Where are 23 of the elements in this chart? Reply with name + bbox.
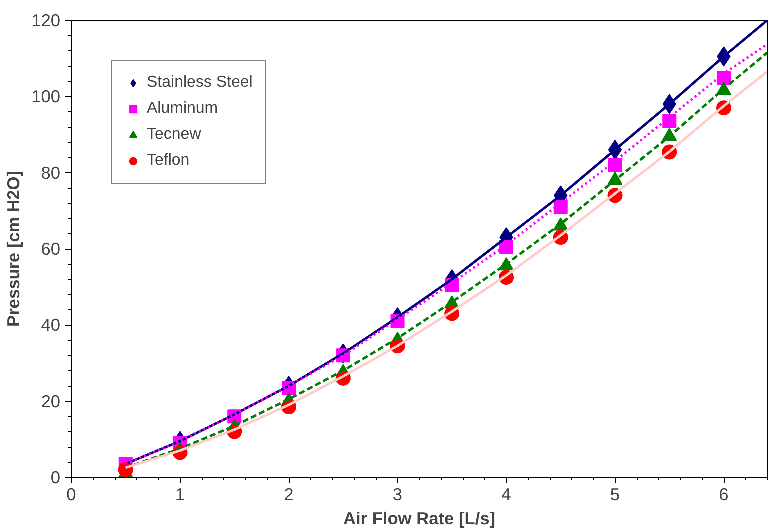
point xyxy=(662,114,677,128)
x-tick-label: 3 xyxy=(392,484,403,504)
y-axis-title: Pressure [cm H2O] xyxy=(4,170,24,328)
x-axis-title: Air Flow Rate [L/s] xyxy=(343,508,496,528)
y-tick-label: 20 xyxy=(41,391,61,412)
x-tick-label: 2 xyxy=(284,484,294,504)
x-tick-label: 0 xyxy=(66,484,76,504)
y-tick-label: 60 xyxy=(41,239,61,259)
x-tick-label: 6 xyxy=(719,484,729,504)
y-tick-label: 80 xyxy=(41,162,61,183)
y-tick-label: 100 xyxy=(32,86,61,107)
x-tick-label: 1 xyxy=(175,484,186,504)
legend-label: Tecnew xyxy=(147,126,202,144)
y-tick-label: 120 xyxy=(32,10,61,30)
point xyxy=(608,158,622,172)
y-tick-label: 40 xyxy=(41,315,61,336)
x-tick-label: 4 xyxy=(502,484,512,504)
legend-label: Teflon xyxy=(147,152,190,170)
point xyxy=(554,200,568,214)
legend-label: Stainless Steel xyxy=(147,74,253,92)
legend-label: Aluminum xyxy=(147,100,218,118)
x-tick-label: 5 xyxy=(610,484,620,504)
y-tick-label: 0 xyxy=(50,468,61,488)
